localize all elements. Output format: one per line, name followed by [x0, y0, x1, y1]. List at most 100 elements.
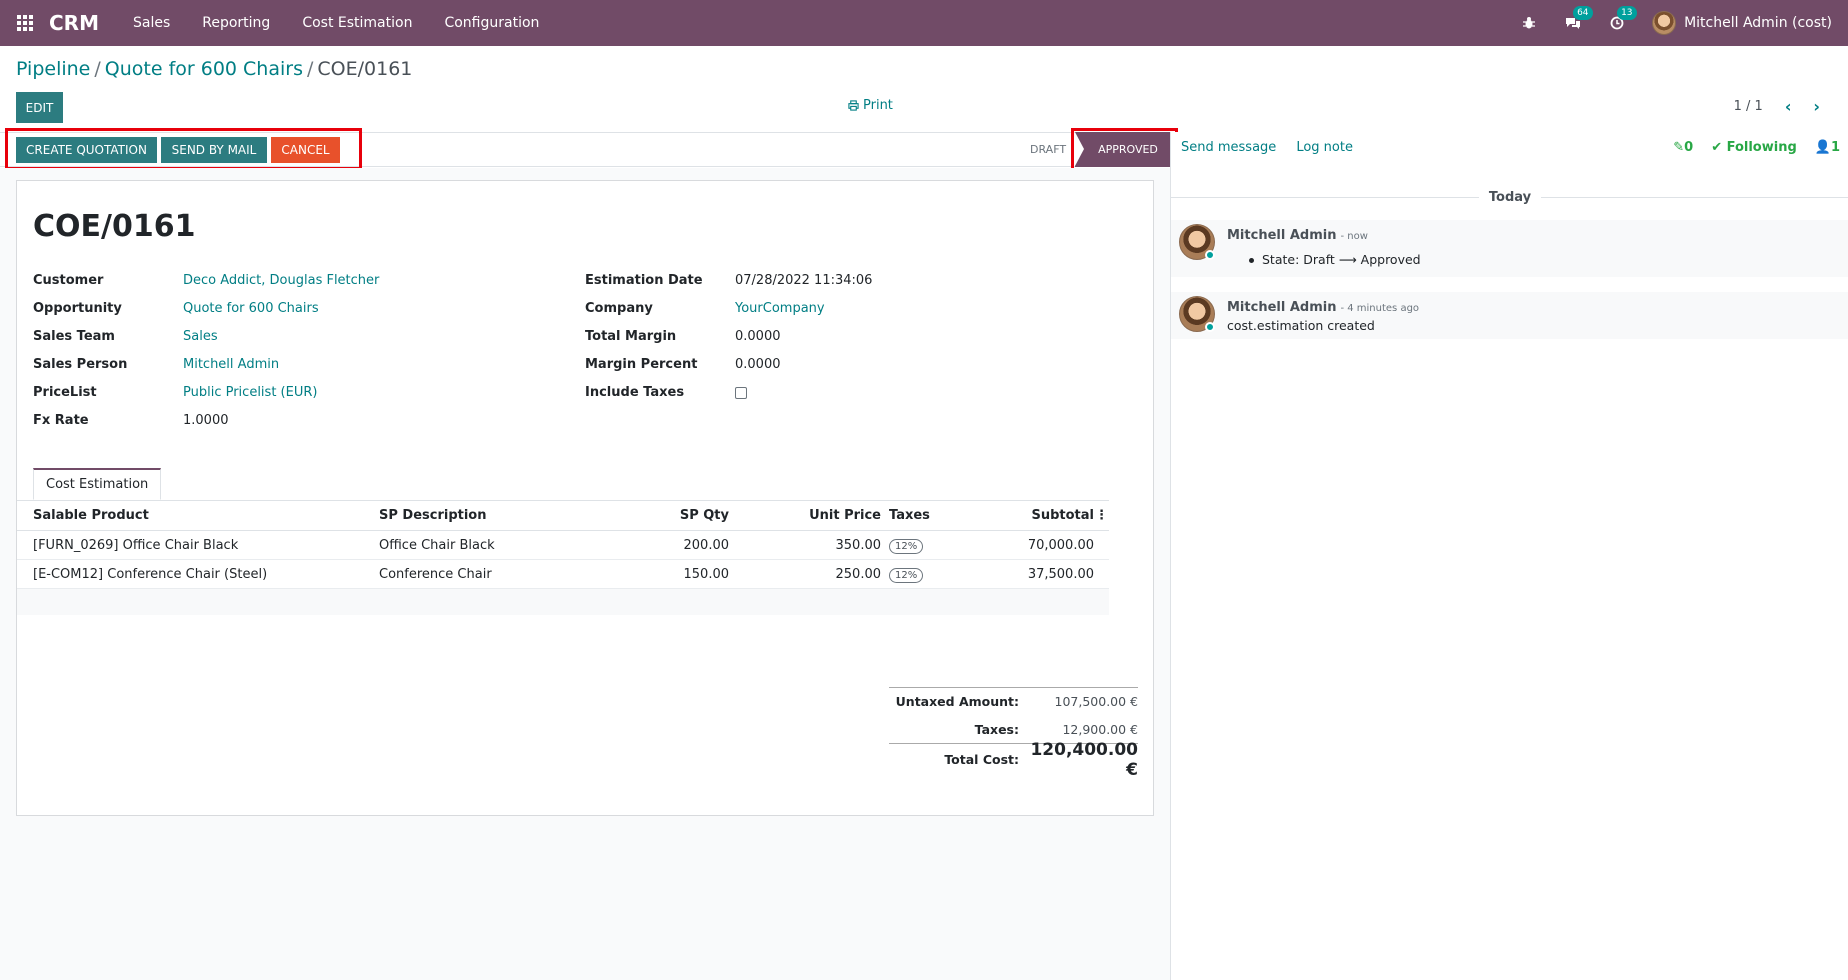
- message-author[interactable]: Mitchell Admin - now: [1227, 228, 1368, 243]
- field-company: Company YourCompany: [585, 301, 825, 316]
- apps-menu-icon[interactable]: [17, 15, 33, 31]
- total-cost-row: Total Cost: 120,400.00 €: [889, 740, 1138, 780]
- field-customer: Customer Deco Addict, Douglas Fletcher: [33, 273, 380, 288]
- column-header-qty[interactable]: SP Qty: [679, 508, 729, 523]
- cell-qty: 150.00: [683, 566, 730, 582]
- table-row[interactable]: [FURN_0269] Office Chair Black Office Ch…: [17, 531, 1109, 560]
- date-separator: Today: [1171, 190, 1848, 205]
- print-icon: [848, 100, 859, 111]
- pricelist-link[interactable]: Public Pricelist (EUR): [183, 385, 318, 400]
- column-header-taxes[interactable]: Taxes: [889, 508, 930, 523]
- cell-qty: 200.00: [683, 537, 730, 553]
- online-status-icon: [1205, 322, 1215, 332]
- following-button[interactable]: ✔ Following: [1711, 140, 1797, 155]
- tab-cost-estimation[interactable]: Cost Estimation: [33, 468, 162, 500]
- user-icon: 👤: [1814, 140, 1831, 155]
- edit-button[interactable]: EDIT: [16, 92, 63, 123]
- activities-count-badge: 13: [1617, 6, 1637, 20]
- chatter-message: Mitchell Admin - now State: Draft ⟶ Appro…: [1171, 220, 1848, 277]
- table-header: Salable Product SP Description SP Qty Un…: [17, 501, 1109, 531]
- column-header-description[interactable]: SP Description: [379, 508, 487, 523]
- chatter-panel: Send message Log note ✎0 ✔ Following 👤1 …: [1170, 132, 1848, 980]
- fx-rate-value: 1.0000: [183, 413, 229, 428]
- sales-team-link[interactable]: Sales: [183, 329, 218, 344]
- user-name: Mitchell Admin (cost): [1684, 15, 1832, 31]
- menu-reporting[interactable]: Reporting: [202, 15, 271, 31]
- field-include-taxes: Include Taxes: [585, 385, 747, 400]
- cell-unit-price: 250.00: [835, 566, 882, 582]
- untaxed-amount-value: 107,500.00 €: [1054, 694, 1139, 709]
- create-quotation-button[interactable]: CREATE QUOTATION: [16, 137, 157, 163]
- debug-bug-icon[interactable]: [1520, 14, 1538, 32]
- paperclip-icon: ✎: [1673, 140, 1685, 155]
- action-buttons: CREATE QUOTATION SEND BY MAIL CANCEL: [16, 137, 340, 163]
- online-status-icon: [1205, 250, 1215, 260]
- include-taxes-checkbox[interactable]: [735, 387, 747, 399]
- send-message-button[interactable]: Send message: [1181, 140, 1277, 155]
- pager-next-icon[interactable]: ›: [1813, 97, 1820, 116]
- user-menu[interactable]: Mitchell Admin (cost): [1652, 11, 1832, 35]
- totals-summary: Untaxed Amount: 107,500.00 € Taxes: 12,9…: [889, 687, 1139, 780]
- taxes-row: Taxes: 12,900.00 €: [974, 721, 1138, 737]
- log-note-button[interactable]: Log note: [1296, 140, 1353, 155]
- app-brand[interactable]: CRM: [49, 11, 99, 35]
- message-time: - 4 minutes ago: [1340, 303, 1420, 314]
- cell-description: Conference Chair: [379, 566, 492, 582]
- chatter-followers-bar: ✎0 ✔ Following 👤1: [1673, 140, 1840, 155]
- pager-value[interactable]: 1 / 1: [1733, 99, 1763, 114]
- chatter-message: Mitchell Admin - 4 minutes ago cost.estim…: [1171, 292, 1848, 339]
- customer-link[interactable]: Deco Addict, Douglas Fletcher: [183, 273, 380, 288]
- cost-estimation-table: Salable Product SP Description SP Qty Un…: [17, 501, 1109, 615]
- activities-clock-icon[interactable]: 13: [1608, 6, 1637, 32]
- cell-taxes: 12%: [881, 567, 959, 583]
- check-icon: ✔: [1711, 140, 1727, 155]
- pager: 1 / 1 ‹ ›: [1734, 97, 1820, 116]
- chatter-topbar: Send message Log note: [1181, 140, 1353, 155]
- field-opportunity: Opportunity Quote for 600 Chairs: [33, 301, 319, 316]
- table-row[interactable]: [E-COM12] Conference Chair (Steel) Confe…: [17, 560, 1109, 589]
- margin-percent-value: 0.0000: [735, 357, 781, 372]
- followers-button[interactable]: 👤1: [1814, 140, 1840, 155]
- user-avatar: [1652, 11, 1677, 35]
- stage-approved[interactable]: APPROVED: [1075, 132, 1171, 167]
- field-estimation-date: Estimation Date 07/28/2022 11:34:06: [585, 273, 873, 288]
- message-body: cost.estimation created: [1227, 318, 1375, 333]
- print-button[interactable]: Print: [848, 98, 893, 113]
- highlight-box-actions: [5, 128, 362, 170]
- menu-cost-estimation[interactable]: Cost Estimation: [302, 15, 413, 31]
- stage-draft[interactable]: DRAFT: [1030, 143, 1067, 156]
- cancel-button[interactable]: CANCEL: [271, 137, 340, 163]
- optional-columns-icon[interactable]: ⋮: [1095, 508, 1108, 523]
- column-header-subtotal[interactable]: Subtotal: [1031, 508, 1094, 523]
- attachments-button[interactable]: ✎0: [1673, 140, 1694, 155]
- messages-chat-icon[interactable]: 64: [1564, 6, 1593, 32]
- column-header-product[interactable]: Salable Product: [33, 508, 149, 523]
- breadcrumb-pipeline[interactable]: Pipeline: [16, 58, 91, 80]
- opportunity-link[interactable]: Quote for 600 Chairs: [183, 301, 319, 316]
- company-link[interactable]: YourCompany: [735, 301, 825, 316]
- breadcrumb-separator: /: [94, 58, 101, 80]
- cell-subtotal: 37,500.00: [1027, 566, 1094, 582]
- breadcrumb-opportunity[interactable]: Quote for 600 Chairs: [104, 58, 303, 80]
- sales-person-link[interactable]: Mitchell Admin: [183, 357, 280, 372]
- send-by-mail-button[interactable]: SEND BY MAIL: [161, 137, 267, 163]
- message-body: State: Draft ⟶ Approved: [1249, 252, 1421, 267]
- total-cost-value: 120,400.00 €: [1030, 739, 1138, 780]
- tax-badge: 12%: [889, 567, 924, 583]
- pager-previous-icon[interactable]: ‹: [1784, 97, 1792, 116]
- estimation-date-value: 07/28/2022 11:34:06: [735, 273, 873, 288]
- cell-description: Office Chair Black: [379, 537, 495, 553]
- print-label: Print: [863, 98, 893, 113]
- breadcrumb: Pipeline / Quote for 600 Chairs / COE/0161: [16, 58, 412, 80]
- cell-subtotal: 70,000.00: [1027, 537, 1094, 553]
- field-total-margin: Total Margin 0.0000: [585, 329, 781, 344]
- menu-sales[interactable]: Sales: [132, 15, 171, 31]
- total-margin-value: 0.0000: [735, 329, 781, 344]
- form-sheet: COE/0161 Customer Deco Addict, Douglas F…: [16, 180, 1154, 816]
- breadcrumb-current: COE/0161: [317, 58, 413, 80]
- column-header-unit-price[interactable]: Unit Price: [809, 508, 881, 523]
- message-author[interactable]: Mitchell Admin - 4 minutes ago: [1227, 300, 1420, 315]
- cell-product: [E-COM12] Conference Chair (Steel): [33, 566, 268, 582]
- field-fx-rate: Fx Rate 1.0000: [33, 413, 229, 428]
- menu-configuration[interactable]: Configuration: [444, 15, 540, 31]
